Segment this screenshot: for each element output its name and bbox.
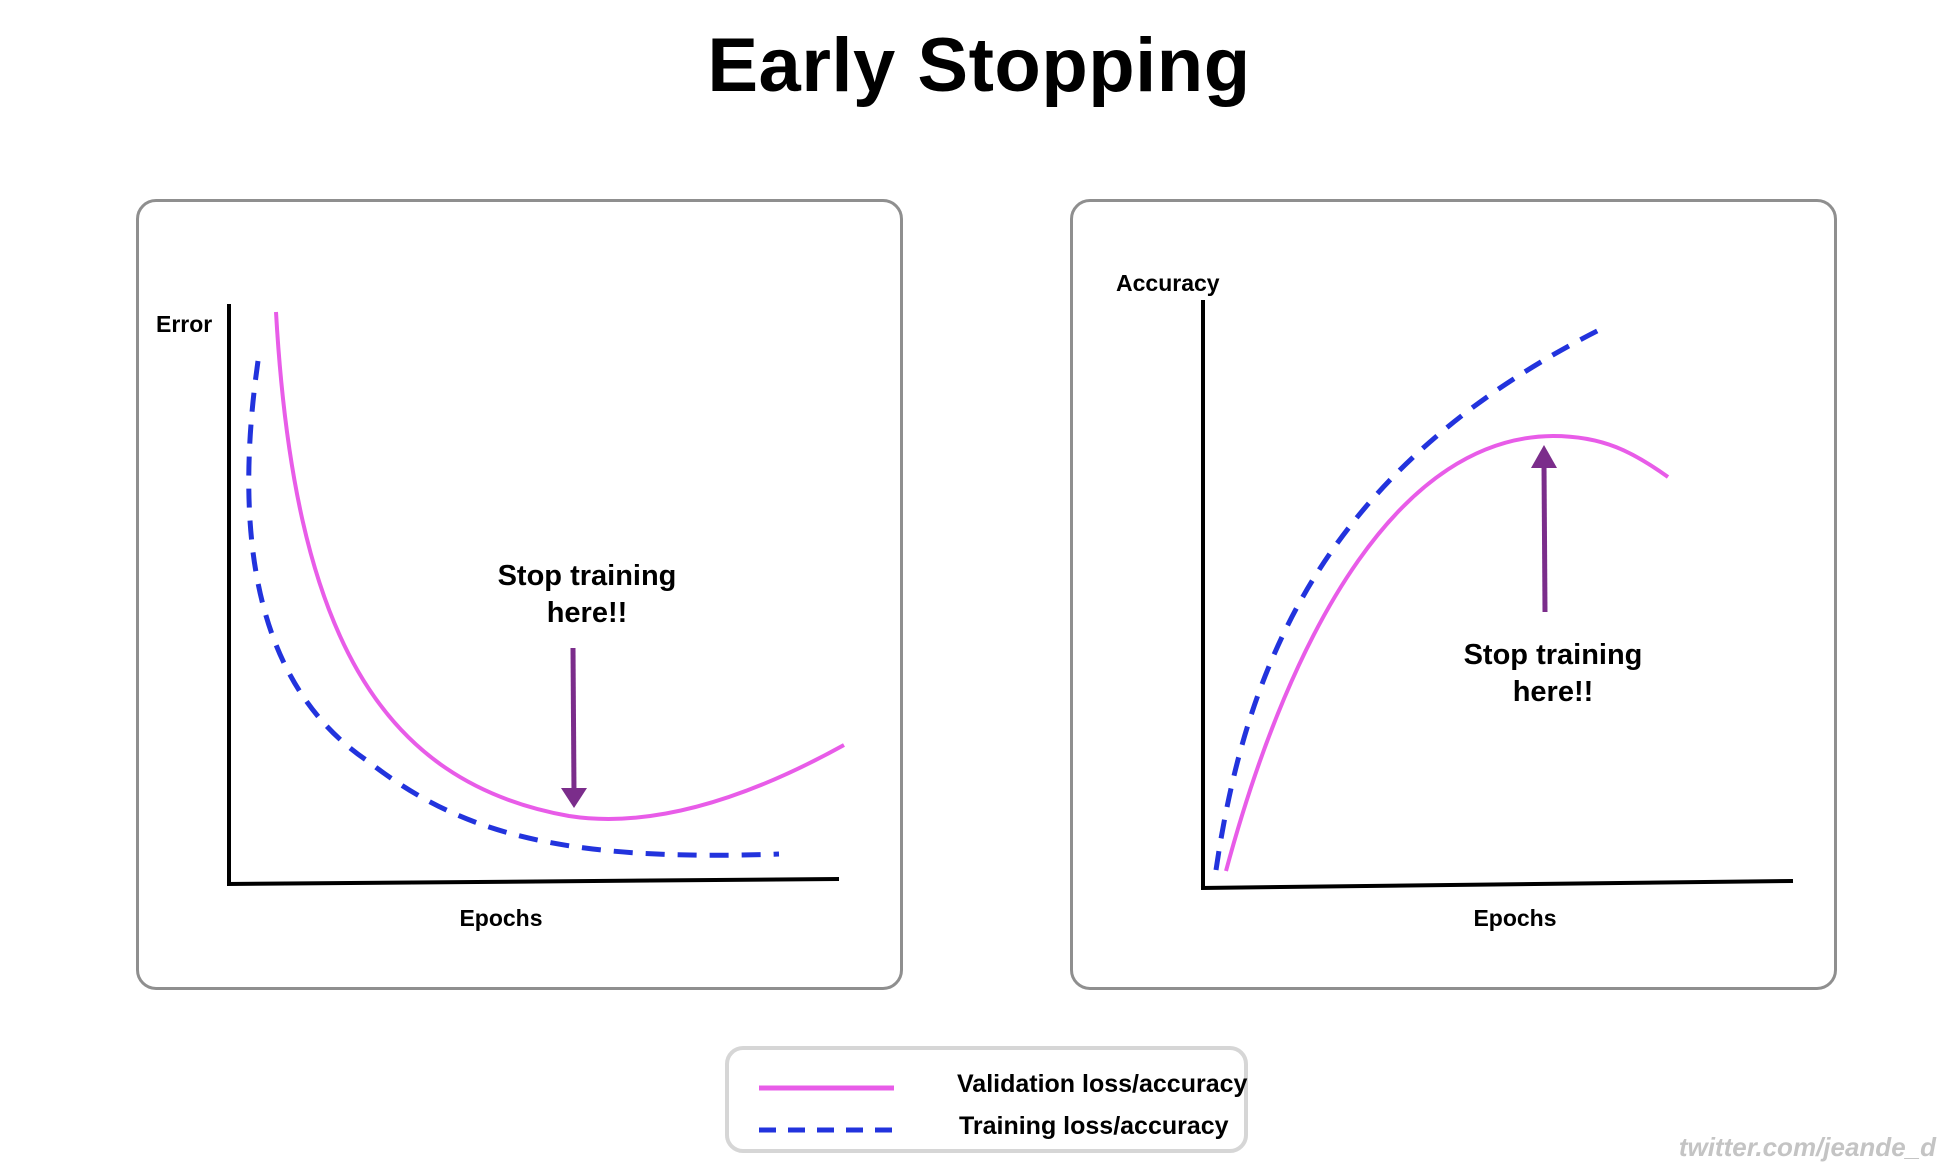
stop-arrow-shaft — [1541, 463, 1548, 613]
stop-annotation-line1: Stop training — [1464, 639, 1643, 671]
x-axis-label: Epochs — [459, 905, 542, 931]
stop-arrow-head — [1531, 445, 1557, 468]
error-chart: Error Epochs Stop training here!! — [156, 304, 845, 931]
stop-annotation-line2: here!! — [547, 597, 628, 629]
watermark: twitter.com/jeande_d — [1678, 1132, 1936, 1162]
error-chart-panel: Error Epochs Stop training here!! — [136, 199, 903, 990]
x-axis — [226, 877, 840, 886]
legend-item-validation: Validation loss/accuracy — [759, 1068, 1247, 1098]
legend: Validation loss/accuracy Training loss/a… — [725, 1046, 1248, 1153]
validation-error-curve — [274, 311, 845, 821]
stop-annotation-line2: here!! — [1513, 676, 1594, 708]
legend-item-training: Training loss/accuracy — [759, 1110, 1229, 1140]
validation-line-swatch — [759, 1085, 894, 1091]
validation-accuracy-curve — [1224, 433, 1670, 872]
page-title: Early Stopping — [707, 23, 1251, 108]
stop-arrow-shaft — [570, 647, 577, 793]
legend-label-validation: Validation loss/accuracy — [957, 1070, 1248, 1098]
y-axis-label: Accuracy — [1116, 270, 1220, 296]
training-line-swatch — [759, 1127, 894, 1133]
x-axis — [1200, 879, 1794, 890]
x-axis-label: Epochs — [1473, 905, 1556, 931]
legend-label-training: Training loss/accuracy — [959, 1112, 1229, 1140]
accuracy-chart: Accuracy Epochs Stop training here!! — [1116, 270, 1794, 931]
training-error-curve — [246, 360, 780, 858]
stop-annotation-line1: Stop training — [498, 560, 677, 592]
training-accuracy-curve — [1213, 323, 1609, 871]
stop-arrow-head — [561, 788, 587, 808]
y-axis-label: Error — [156, 311, 212, 337]
accuracy-chart-panel: Accuracy Epochs Stop training here!! — [1070, 199, 1837, 990]
